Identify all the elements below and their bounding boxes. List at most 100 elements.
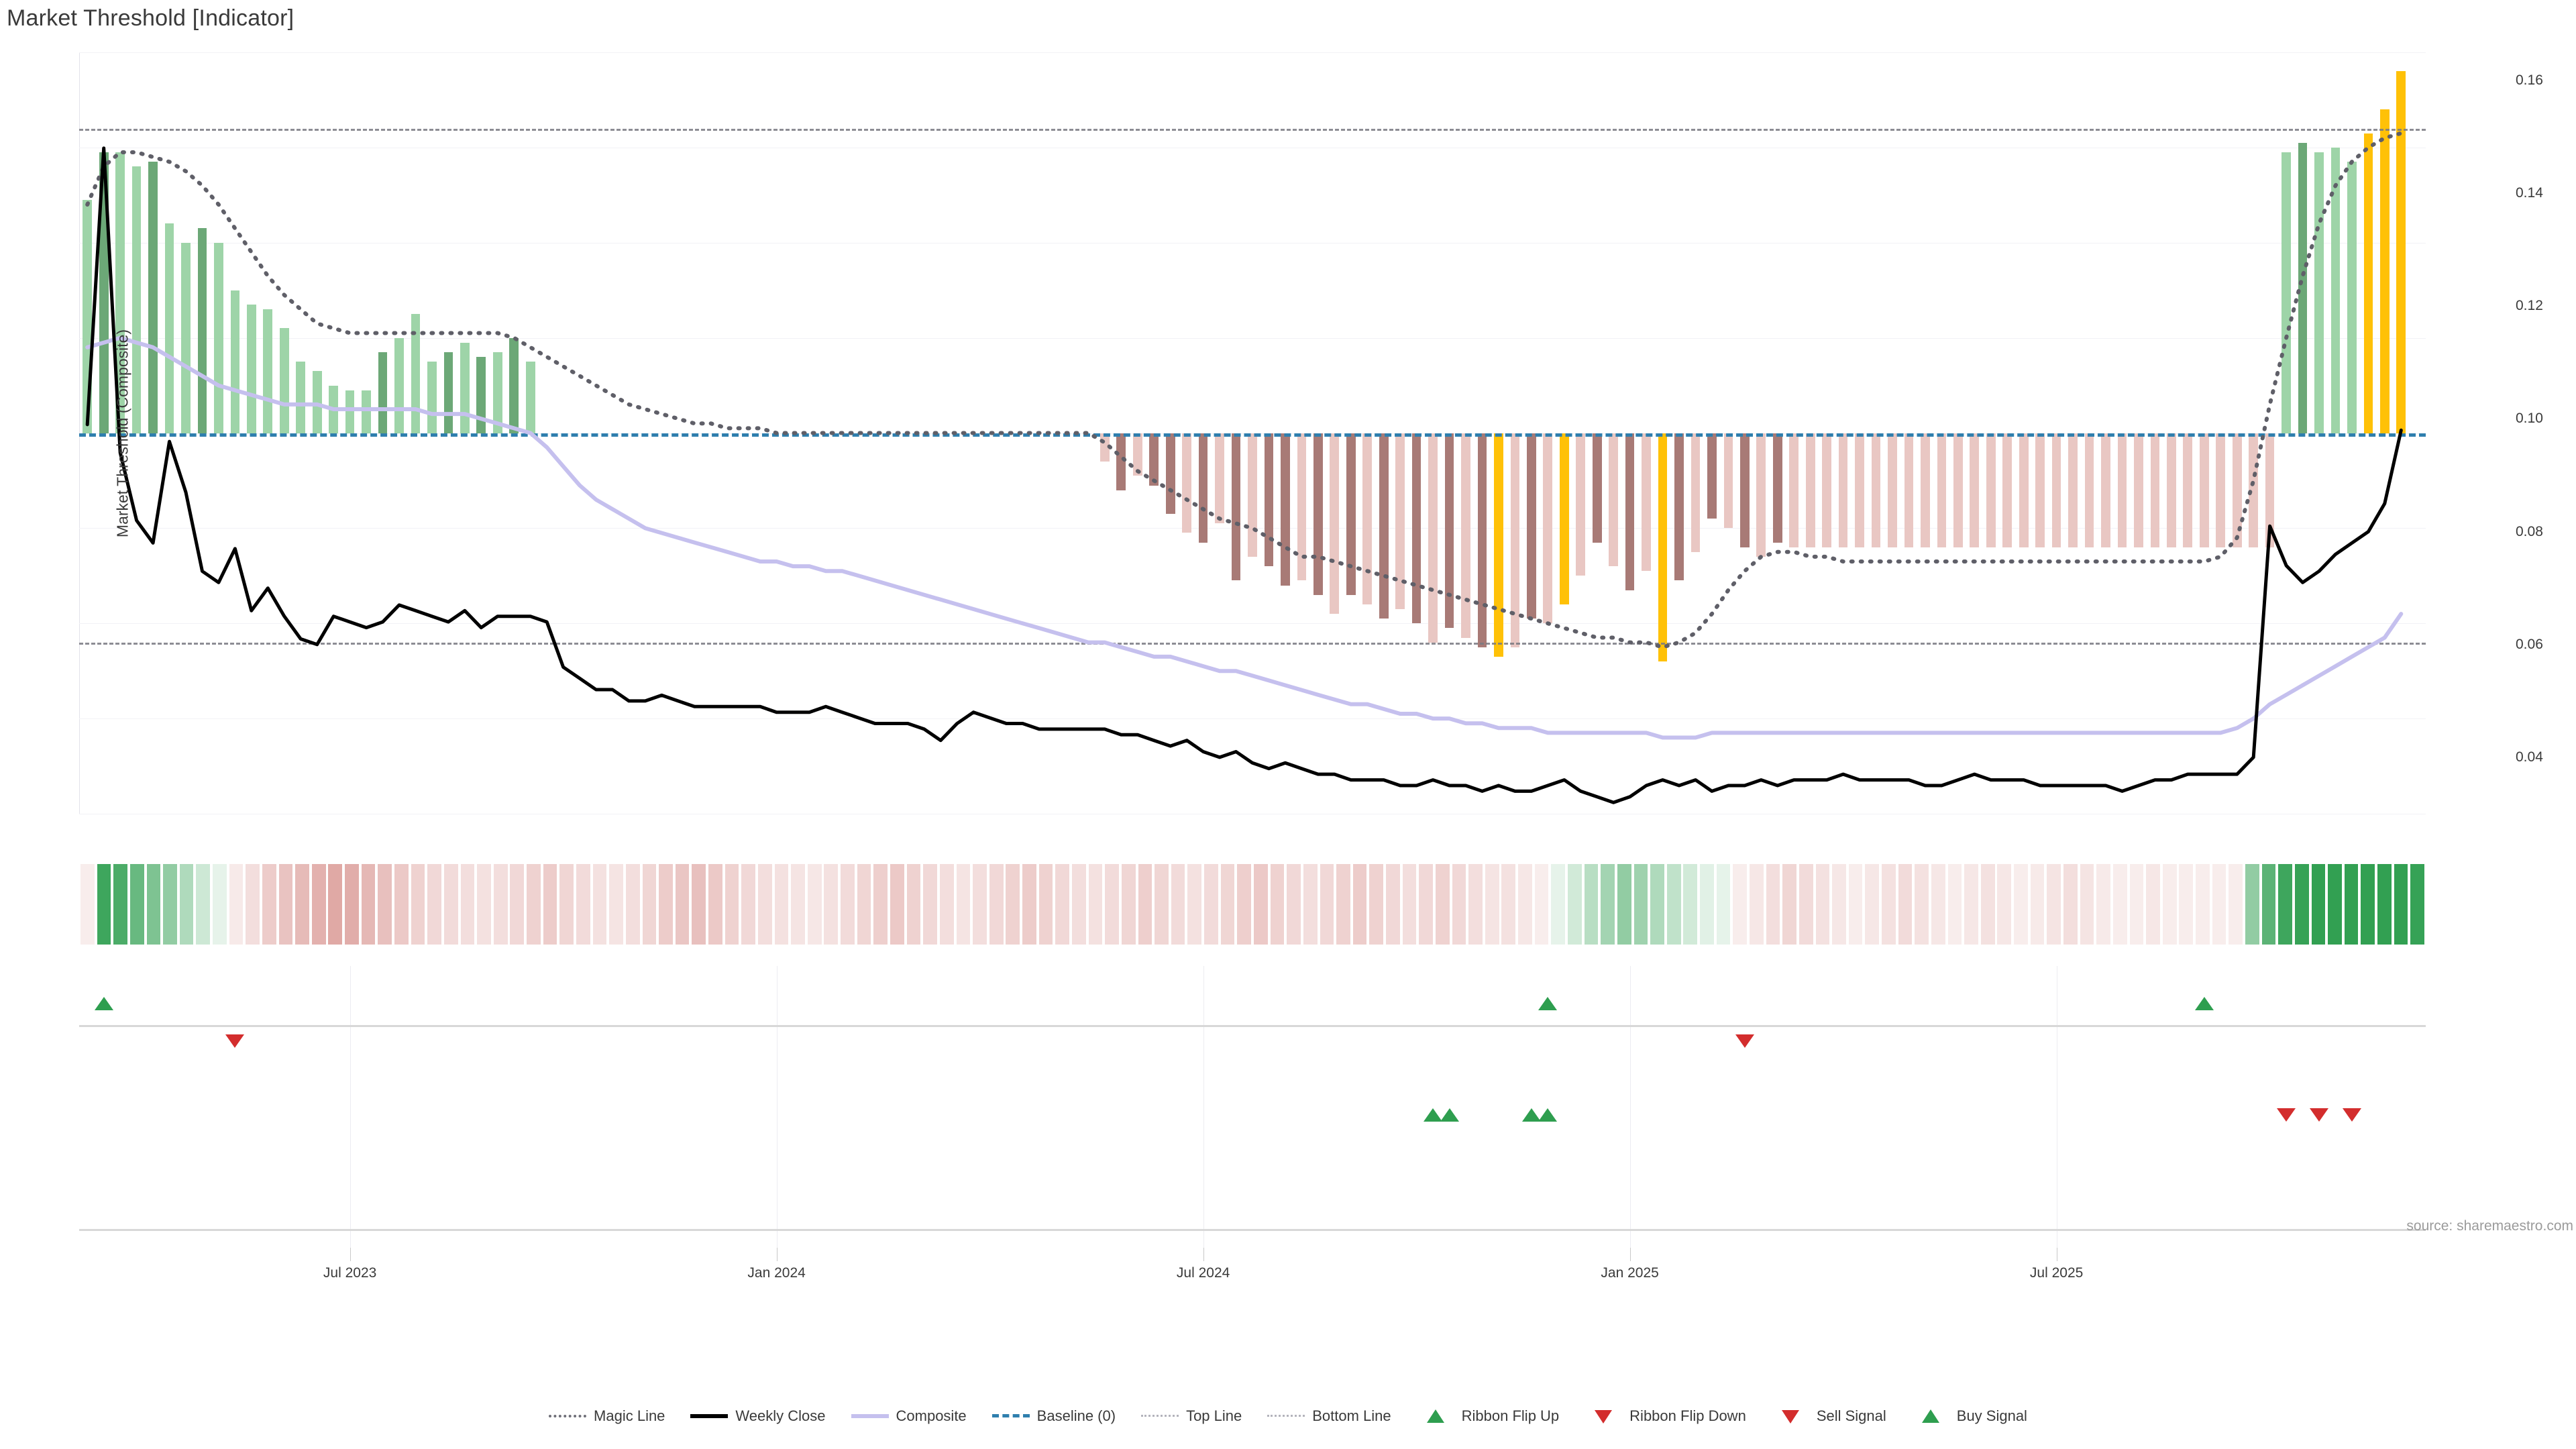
- threshold-line: [79, 642, 2426, 645]
- ribbon-segment: [1733, 864, 1748, 945]
- ribbon-segment: [592, 864, 607, 945]
- buy-signal-marker: [1521, 1108, 1541, 1122]
- legend-item[interactable]: Sell Signal: [1772, 1407, 1886, 1425]
- threshold-bar: [2249, 433, 2258, 547]
- threshold-bar: [2068, 433, 2078, 547]
- sell-signal-marker: [2310, 1108, 2328, 1122]
- ribbon-segment: [146, 864, 161, 945]
- ribbon-segment: [1287, 864, 1301, 945]
- threshold-bar: [164, 223, 174, 433]
- ribbon-segment: [2394, 864, 2408, 945]
- y-axis-tick-right: 0.08: [2516, 523, 2543, 539]
- threshold-bar: [230, 290, 240, 433]
- threshold-bar: [1461, 433, 1470, 638]
- ribbon-segment: [576, 864, 590, 945]
- x-axis-tick-label: Jan 2025: [1601, 1265, 1659, 1281]
- ribbon-segment: [1055, 864, 1070, 945]
- ribbon-segment: [1683, 864, 1698, 945]
- ribbon-segment: [1419, 864, 1433, 945]
- legend-item[interactable]: Ribbon Flip Up: [1417, 1407, 1559, 1425]
- x-axis-tick-label: Jul 2024: [1176, 1265, 1230, 1281]
- legend-item[interactable]: Magic Line: [549, 1407, 665, 1425]
- threshold-bar: [312, 371, 322, 433]
- ribbon-segment: [1320, 864, 1334, 945]
- ribbon-segment: [113, 864, 127, 945]
- legend-item[interactable]: Ribbon Flip Down: [1585, 1407, 1746, 1425]
- threshold-bar: [2019, 433, 2029, 547]
- threshold-bar: [115, 152, 125, 433]
- threshold-bar: [525, 362, 535, 433]
- ribbon-segment: [609, 864, 623, 945]
- threshold-bar: [1690, 433, 1701, 552]
- ribbon-segment: [1848, 864, 1863, 945]
- legend-label: Weekly Close: [735, 1407, 826, 1424]
- ribbon-segment: [807, 864, 822, 945]
- ribbon-segment: [1931, 864, 1945, 945]
- threshold-bar: [345, 390, 355, 433]
- line-overlay: [85, 131, 2404, 804]
- ribbon-segment: [1237, 864, 1252, 945]
- legend-item[interactable]: Weekly Close: [690, 1407, 826, 1425]
- ribbon-segment: [1006, 864, 1020, 945]
- threshold-bar: [1543, 433, 1553, 624]
- ribbon-segment: [1088, 864, 1103, 945]
- ribbon-segment: [973, 864, 987, 945]
- legend-item[interactable]: Buy Signal: [1912, 1407, 2027, 1425]
- ribbon-segment: [2377, 864, 2392, 945]
- weekly-close-line: [85, 146, 2403, 804]
- ribbon-segment: [625, 864, 640, 945]
- threshold-line: [79, 128, 2426, 131]
- magic-line: [85, 131, 2404, 649]
- ribbon-segment: [1204, 864, 1218, 945]
- ribbon-segment: [1402, 864, 1417, 945]
- ribbon-segment: [229, 864, 244, 945]
- ribbon-segment: [179, 864, 194, 945]
- ribbon-segment: [1485, 864, 1499, 945]
- ribbon-segment: [1336, 864, 1350, 945]
- ribbon-flip-up-marker: [2194, 997, 2214, 1010]
- ribbon-segment: [2047, 864, 2061, 945]
- legend-label: Buy Signal: [1956, 1407, 2027, 1424]
- threshold-bar: [2314, 152, 2324, 433]
- legend-item[interactable]: Baseline (0): [991, 1407, 1116, 1425]
- ribbon-segment: [906, 864, 921, 945]
- threshold-bar: [1838, 433, 1848, 547]
- ribbon-segment: [1253, 864, 1268, 945]
- threshold-bar: [2298, 142, 2308, 433]
- threshold-bar: [1510, 433, 1520, 647]
- threshold-bar: [1970, 433, 1980, 547]
- ribbon-flip-down-marker: [225, 1034, 245, 1048]
- legend-item[interactable]: Bottom Line: [1267, 1407, 1391, 1425]
- ribbon-segment: [427, 864, 441, 945]
- y-axis-tick-right: 0.14: [2516, 185, 2543, 201]
- ribbon-segment: [939, 864, 954, 945]
- threshold-bar: [1937, 433, 1947, 547]
- ribbon-segment: [1022, 864, 1036, 945]
- ribbon-segment: [1155, 864, 1169, 945]
- ribbon-segment: [311, 864, 326, 945]
- ribbon-segment: [824, 864, 839, 945]
- legend-swatch-icon: [851, 1411, 889, 1421]
- ribbon-segment: [328, 864, 343, 945]
- threshold-bar: [492, 352, 502, 433]
- ribbon-segment: [262, 864, 276, 945]
- ribbon-segment: [80, 864, 95, 945]
- ribbon-segment: [97, 864, 111, 945]
- panel-bottom-line: [79, 1229, 2426, 1231]
- legend-item[interactable]: Composite: [851, 1407, 967, 1425]
- threshold-bar: [362, 390, 371, 433]
- threshold-bar: [1297, 433, 1307, 581]
- ribbon-segment: [692, 864, 706, 945]
- threshold-bar: [181, 242, 191, 433]
- threshold-bar: [296, 362, 306, 433]
- flip-separator-line: [79, 1025, 2426, 1027]
- ribbon-segment: [527, 864, 541, 945]
- threshold-bar: [476, 357, 486, 433]
- threshold-bar: [1149, 433, 1159, 486]
- threshold-bar: [1182, 433, 1191, 533]
- ribbon-segment: [774, 864, 789, 945]
- legend-item[interactable]: Top Line: [1141, 1407, 1242, 1425]
- ribbon-segment: [1369, 864, 1384, 945]
- threshold-bar: [1411, 433, 1421, 624]
- threshold-bar: [2199, 433, 2209, 547]
